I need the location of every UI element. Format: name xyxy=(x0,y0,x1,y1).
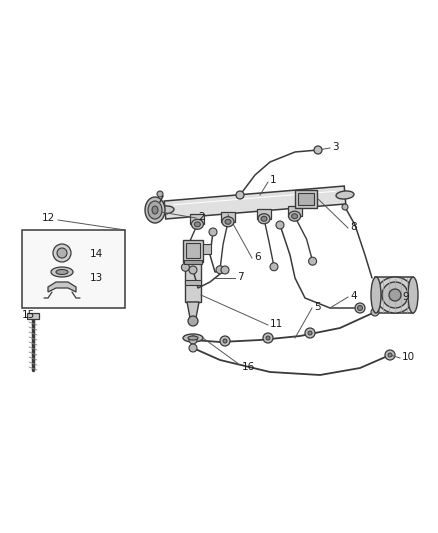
Ellipse shape xyxy=(376,277,414,313)
Ellipse shape xyxy=(258,214,270,224)
Bar xyxy=(184,260,202,264)
Ellipse shape xyxy=(183,334,203,342)
Circle shape xyxy=(342,204,348,210)
Bar xyxy=(203,244,211,254)
Text: 15: 15 xyxy=(22,310,35,320)
Bar xyxy=(185,262,201,302)
Ellipse shape xyxy=(194,222,201,227)
Circle shape xyxy=(236,191,244,199)
Ellipse shape xyxy=(371,277,381,313)
Ellipse shape xyxy=(152,206,158,214)
Circle shape xyxy=(157,191,163,197)
Circle shape xyxy=(266,336,270,340)
Circle shape xyxy=(189,336,197,344)
Text: 11: 11 xyxy=(270,319,283,329)
Ellipse shape xyxy=(336,191,354,199)
Bar xyxy=(185,280,201,285)
Circle shape xyxy=(263,333,273,343)
Bar xyxy=(295,190,318,208)
Circle shape xyxy=(216,266,224,274)
Circle shape xyxy=(189,344,197,352)
Text: 1: 1 xyxy=(270,175,277,185)
Text: 8: 8 xyxy=(350,222,357,232)
Circle shape xyxy=(221,266,229,274)
Circle shape xyxy=(270,263,278,271)
Ellipse shape xyxy=(261,216,267,221)
Ellipse shape xyxy=(382,282,408,308)
Ellipse shape xyxy=(289,211,300,221)
Bar xyxy=(298,193,314,205)
Polygon shape xyxy=(164,186,346,219)
Ellipse shape xyxy=(156,206,174,214)
Bar xyxy=(186,243,200,258)
Ellipse shape xyxy=(225,219,231,224)
Circle shape xyxy=(314,146,322,154)
Text: 2: 2 xyxy=(198,212,205,222)
Circle shape xyxy=(57,248,67,258)
Text: 5: 5 xyxy=(314,302,321,312)
Bar xyxy=(375,277,413,313)
Bar xyxy=(191,214,205,224)
Text: 3: 3 xyxy=(332,142,339,152)
Ellipse shape xyxy=(389,289,401,301)
Bar xyxy=(257,209,271,219)
Ellipse shape xyxy=(292,214,297,219)
Ellipse shape xyxy=(51,267,73,277)
Circle shape xyxy=(371,308,379,316)
Ellipse shape xyxy=(408,277,418,313)
Circle shape xyxy=(309,257,317,265)
Circle shape xyxy=(220,336,230,346)
Circle shape xyxy=(388,353,392,357)
Ellipse shape xyxy=(222,217,234,227)
Ellipse shape xyxy=(145,197,165,223)
Bar xyxy=(221,212,235,222)
Circle shape xyxy=(189,266,197,274)
Text: 4: 4 xyxy=(350,291,357,301)
Bar xyxy=(183,240,203,262)
Circle shape xyxy=(181,263,189,271)
Circle shape xyxy=(276,221,284,229)
Text: 10: 10 xyxy=(402,352,415,362)
Circle shape xyxy=(357,305,363,311)
Polygon shape xyxy=(48,282,76,292)
Text: 9: 9 xyxy=(402,292,409,302)
Bar xyxy=(288,206,302,216)
Text: 12: 12 xyxy=(42,213,55,223)
Polygon shape xyxy=(187,302,199,318)
Circle shape xyxy=(209,228,217,236)
Text: 6: 6 xyxy=(254,252,261,262)
Circle shape xyxy=(355,303,365,313)
Ellipse shape xyxy=(148,201,162,219)
Text: 7: 7 xyxy=(237,272,244,282)
Circle shape xyxy=(385,350,395,360)
Text: 16: 16 xyxy=(242,362,255,372)
Circle shape xyxy=(223,339,227,343)
Circle shape xyxy=(188,316,198,326)
Text: 14: 14 xyxy=(90,249,103,259)
Ellipse shape xyxy=(191,219,203,229)
Text: 13: 13 xyxy=(90,273,103,283)
Bar xyxy=(27,313,39,319)
Bar xyxy=(22,230,125,308)
Ellipse shape xyxy=(56,270,68,274)
Circle shape xyxy=(308,331,312,335)
Circle shape xyxy=(53,244,71,262)
Circle shape xyxy=(305,328,315,338)
Ellipse shape xyxy=(188,336,198,340)
